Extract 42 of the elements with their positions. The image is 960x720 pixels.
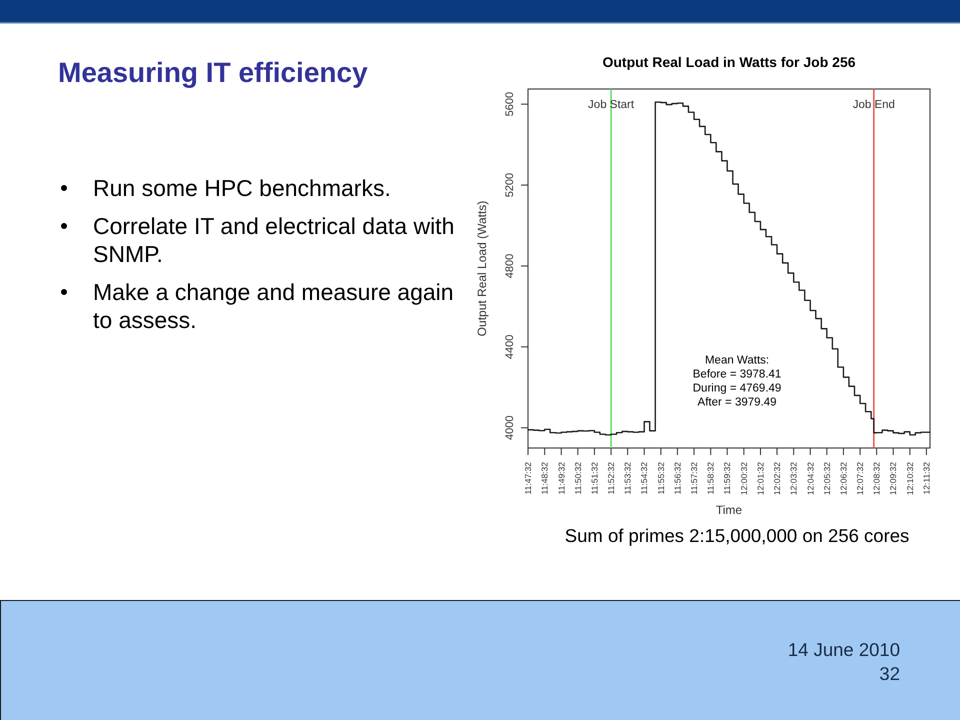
x-tick-label: 11:58:32 [706, 462, 716, 494]
y-axis-title: Output Real Load (Watts) [475, 200, 489, 336]
y-tick-label: 4000 [504, 416, 516, 440]
x-tick-label: 12:01:32 [755, 462, 766, 496]
x-tick-label: 12:10:32 [904, 462, 915, 496]
annotation: Mean Watts: Before = 3978.41 During = 4769.49 After = 3979.49 [692, 354, 782, 409]
x-tick-label: 11:56:32 [672, 462, 682, 494]
y-tick-label: 5200 [504, 172, 516, 198]
x-tick-label: 11:59:32 [722, 462, 732, 494]
x-tick-label: 11:47:32 [523, 462, 533, 494]
x-tick-label: 11:55:32 [656, 462, 666, 494]
x-tick-label: 11:51:32 [589, 462, 600, 494]
text: Measuring IT efficiency [58, 57, 368, 88]
text: Correlate IT and electrical data with SNMP. [93, 213, 454, 267]
text: 32 [879, 663, 900, 684]
x-tick-label: 12:03:32 [788, 462, 799, 496]
y-tick-label: 4800 [504, 254, 516, 278]
x-tick-label: 11:52:32 [606, 462, 616, 494]
x-tick-label: 11:57:32 [689, 462, 700, 494]
x-tick-label: 12:06:32 [838, 462, 848, 496]
x-tick-label: 12:04:32 [805, 462, 816, 496]
chart-title: Output Real Load in Watts for Job 256 [602, 54, 856, 70]
text: 14 June 2010 [788, 639, 900, 660]
x-tick-label: 12:05:32 [822, 462, 832, 496]
x-tick-label: 11:48:32 [540, 462, 550, 494]
x-tick-label: 11:49:32 [556, 462, 566, 494]
text: Make a change and measure again to assess. [93, 279, 454, 333]
ref-line-label: Job End [852, 99, 895, 111]
x-tick-label: 11:54:32 [639, 462, 650, 494]
x-tick-label: 11:50:32 [572, 462, 583, 494]
x-tick-label: 11:53:32 [622, 462, 633, 494]
x-tick-label: 12:11:32 [921, 462, 932, 494]
text: Run some HPC benchmarks. [93, 175, 391, 201]
x-tick-label: 12:02:32 [772, 462, 782, 496]
text: Sum of primes 2:15,000,000 on 256 cores [564, 525, 910, 546]
x-tick-label: 12:08:32 [872, 462, 882, 496]
y-tick-label: 4400 [504, 334, 516, 360]
x-axis-title: Time [716, 503, 742, 517]
x-tick-label: 12:09:32 [888, 462, 898, 496]
x-tick-label: 12:00:32 [738, 462, 749, 496]
y-tick-label: 5600 [504, 92, 516, 116]
x-tick-label: 12:07:32 [855, 462, 866, 496]
